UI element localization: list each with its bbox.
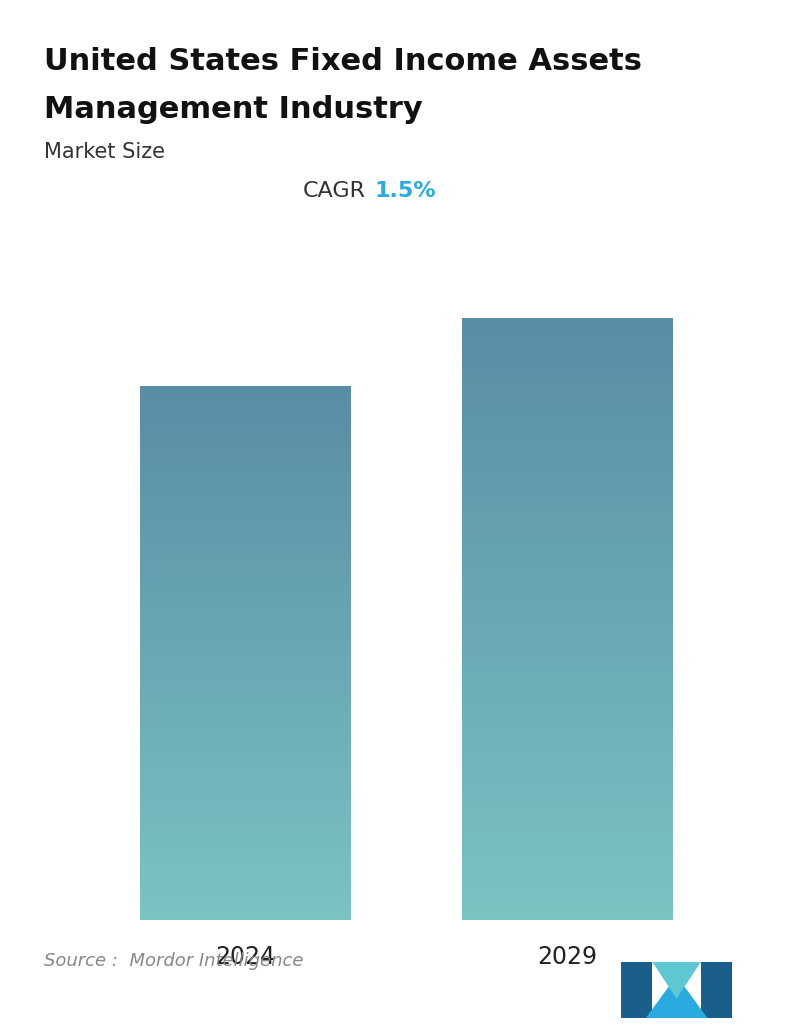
Text: 2029: 2029	[537, 945, 597, 969]
Polygon shape	[652, 962, 701, 999]
Text: Market Size: Market Size	[44, 142, 165, 161]
Text: CAGR: CAGR	[303, 181, 366, 201]
Polygon shape	[646, 976, 708, 1018]
Text: United States Fixed Income Assets: United States Fixed Income Assets	[44, 47, 642, 75]
Text: Management Industry: Management Industry	[44, 95, 423, 124]
Polygon shape	[621, 962, 652, 1018]
Text: Source :  Mordor Intelligence: Source : Mordor Intelligence	[44, 952, 303, 970]
Text: 2024: 2024	[215, 945, 275, 969]
Text: 1.5%: 1.5%	[374, 181, 435, 201]
Polygon shape	[701, 962, 732, 1018]
